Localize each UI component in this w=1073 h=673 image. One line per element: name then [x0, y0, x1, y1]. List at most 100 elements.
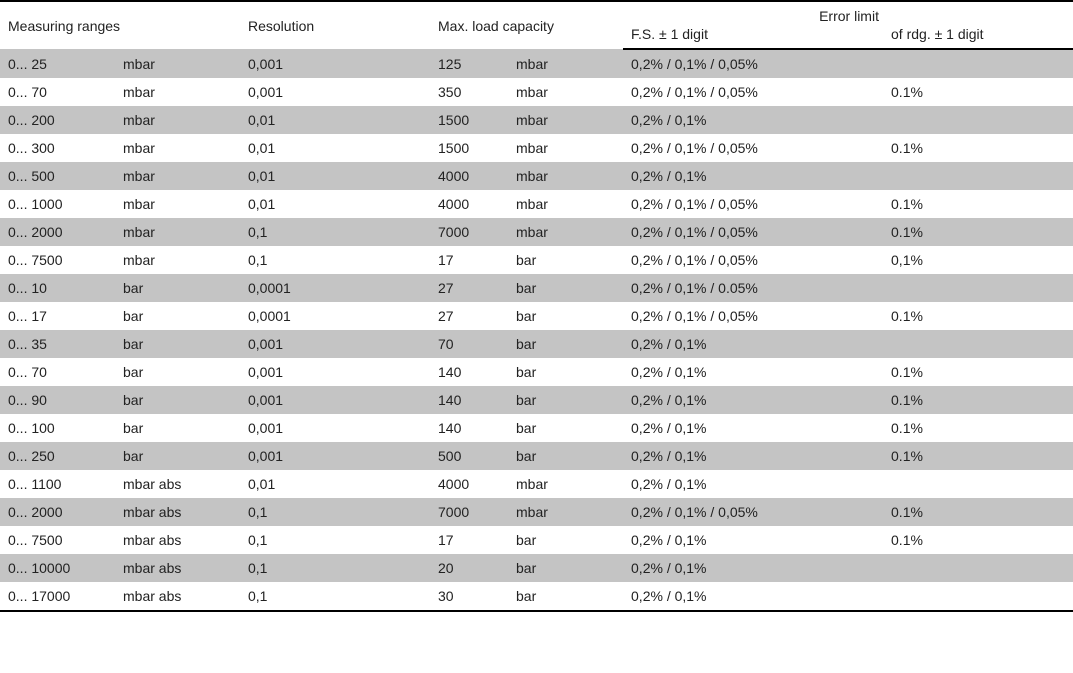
cell-range-unit: mbar: [115, 49, 240, 78]
cell-error-rdg: [883, 274, 1073, 302]
cell-range-value: 0... 2000: [0, 218, 115, 246]
cell-resolution: 0,1: [240, 498, 430, 526]
cell-range-unit: mbar abs: [115, 582, 240, 611]
cell-error-rdg: 0.1%: [883, 526, 1073, 554]
cell-resolution: 0,01: [240, 134, 430, 162]
cell-resolution: 0,1: [240, 526, 430, 554]
cell-range-value: 0... 1000: [0, 190, 115, 218]
cell-resolution: 0,1: [240, 582, 430, 611]
cell-range-unit: mbar abs: [115, 554, 240, 582]
cell-range-unit: bar: [115, 330, 240, 358]
cell-resolution: 0,001: [240, 358, 430, 386]
cell-error-rdg: [883, 49, 1073, 78]
table-row: 0... 2000mbar abs0,17000mbar0,2% / 0,1% …: [0, 498, 1073, 526]
cell-load-unit: mbar: [508, 106, 623, 134]
cell-error-rdg: [883, 162, 1073, 190]
cell-range-unit: bar: [115, 302, 240, 330]
cell-load-value: 7000: [430, 498, 508, 526]
cell-range-unit: mbar: [115, 218, 240, 246]
table-header: Measuring ranges Resolution Max. load ca…: [0, 1, 1073, 49]
table-body: 0... 25mbar0,001125mbar0,2% / 0,1% / 0,0…: [0, 49, 1073, 611]
cell-error-rdg: 0.1%: [883, 498, 1073, 526]
cell-load-value: 27: [430, 274, 508, 302]
cell-load-unit: mbar: [508, 498, 623, 526]
cell-load-value: 4000: [430, 190, 508, 218]
col-group-error-limit: Error limit: [623, 1, 1073, 24]
cell-range-value: 0... 250: [0, 442, 115, 470]
cell-load-value: 1500: [430, 134, 508, 162]
cell-error-rdg: 0.1%: [883, 386, 1073, 414]
cell-load-value: 500: [430, 442, 508, 470]
cell-load-unit: mbar: [508, 190, 623, 218]
cell-load-unit: bar: [508, 442, 623, 470]
cell-load-unit: bar: [508, 554, 623, 582]
cell-resolution: 0,001: [240, 49, 430, 78]
cell-range-value: 0... 17: [0, 302, 115, 330]
table-row: 0... 17bar0,000127bar0,2% / 0,1% / 0,05%…: [0, 302, 1073, 330]
cell-load-unit: bar: [508, 274, 623, 302]
cell-range-unit: mbar abs: [115, 470, 240, 498]
cell-range-unit: bar: [115, 358, 240, 386]
cell-resolution: 0,0001: [240, 274, 430, 302]
cell-error-fs: 0,2% / 0,1% / 0.05%: [623, 274, 883, 302]
cell-range-value: 0... 500: [0, 162, 115, 190]
cell-range-unit: mbar: [115, 190, 240, 218]
cell-error-fs: 0,2% / 0,1% / 0,05%: [623, 78, 883, 106]
cell-resolution: 0,01: [240, 470, 430, 498]
table-row: 0... 7500mbar abs0,117bar0,2% / 0,1%0.1%: [0, 526, 1073, 554]
cell-range-value: 0... 300: [0, 134, 115, 162]
cell-error-fs: 0,2% / 0,1%: [623, 106, 883, 134]
cell-range-unit: mbar: [115, 162, 240, 190]
cell-load-unit: bar: [508, 330, 623, 358]
table-row: 0... 17000mbar abs0,130bar0,2% / 0,1%: [0, 582, 1073, 611]
cell-range-value: 0... 70: [0, 358, 115, 386]
cell-error-rdg: 0.1%: [883, 190, 1073, 218]
cell-error-rdg: 0.1%: [883, 442, 1073, 470]
cell-range-unit: mbar abs: [115, 526, 240, 554]
cell-range-unit: bar: [115, 414, 240, 442]
cell-error-fs: 0,2% / 0,1% / 0,05%: [623, 302, 883, 330]
cell-error-rdg: [883, 106, 1073, 134]
cell-load-value: 350: [430, 78, 508, 106]
cell-range-unit: bar: [115, 442, 240, 470]
cell-resolution: 0,001: [240, 442, 430, 470]
cell-resolution: 0,01: [240, 162, 430, 190]
cell-load-value: 1500: [430, 106, 508, 134]
table-row: 0... 300mbar0,011500mbar0,2% / 0,1% / 0,…: [0, 134, 1073, 162]
cell-resolution: 0,01: [240, 190, 430, 218]
cell-range-value: 0... 10: [0, 274, 115, 302]
cell-load-unit: bar: [508, 526, 623, 554]
cell-error-rdg: 0.1%: [883, 414, 1073, 442]
cell-range-unit: mbar: [115, 78, 240, 106]
table-row: 0... 200mbar0,011500mbar0,2% / 0,1%: [0, 106, 1073, 134]
table-row: 0... 250bar0,001500bar0,2% / 0,1%0.1%: [0, 442, 1073, 470]
cell-load-value: 140: [430, 414, 508, 442]
cell-range-value: 0... 35: [0, 330, 115, 358]
cell-error-rdg: 0.1%: [883, 78, 1073, 106]
cell-load-unit: mbar: [508, 49, 623, 78]
table-row: 0... 10000mbar abs0,120bar0,2% / 0,1%: [0, 554, 1073, 582]
cell-load-value: 7000: [430, 218, 508, 246]
cell-error-rdg: 0.1%: [883, 134, 1073, 162]
cell-error-rdg: [883, 554, 1073, 582]
cell-error-fs: 0,2% / 0,1% / 0,05%: [623, 49, 883, 78]
cell-range-unit: bar: [115, 274, 240, 302]
cell-error-rdg: 0,1%: [883, 246, 1073, 274]
cell-error-rdg: 0.1%: [883, 358, 1073, 386]
table-row: 0... 7500mbar0,117bar0,2% / 0,1% / 0,05%…: [0, 246, 1073, 274]
cell-error-fs: 0,2% / 0,1%: [623, 442, 883, 470]
cell-range-unit: mbar: [115, 134, 240, 162]
cell-resolution: 0,1: [240, 246, 430, 274]
cell-load-value: 17: [430, 526, 508, 554]
cell-error-rdg: [883, 470, 1073, 498]
cell-error-fs: 0,2% / 0,1% / 0,05%: [623, 218, 883, 246]
cell-error-fs: 0,2% / 0,1%: [623, 414, 883, 442]
cell-range-unit: mbar: [115, 106, 240, 134]
col-header-measuring-ranges: Measuring ranges: [0, 1, 240, 49]
cell-load-unit: mbar: [508, 218, 623, 246]
cell-error-fs: 0,2% / 0,1% / 0,05%: [623, 134, 883, 162]
cell-range-value: 0... 70: [0, 78, 115, 106]
cell-load-unit: bar: [508, 386, 623, 414]
cell-range-value: 0... 2000: [0, 498, 115, 526]
cell-range-value: 0... 7500: [0, 246, 115, 274]
